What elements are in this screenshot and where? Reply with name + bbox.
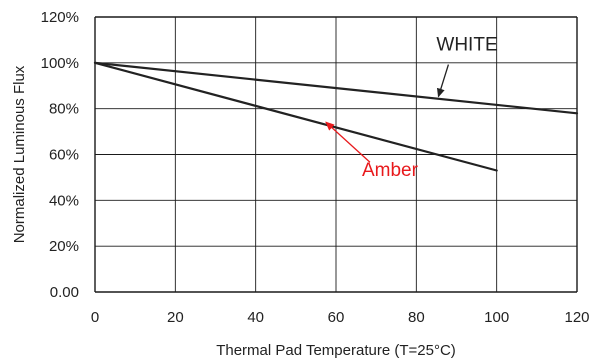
annotation-arrow-white [436,64,450,98]
series-line-white [93,61,579,115]
y-tick-label: 120% [41,9,79,26]
x-tick-label: 80 [408,309,425,326]
y-tick-label: 0.00 [50,284,79,301]
x-tick-labels: 0 20 40 60 80 100 120 [91,309,590,326]
y-tick-label: 80% [49,101,79,118]
annotation-label-white: WHITE [436,35,497,56]
x-axis-label: Thermal Pad Temperature (T=25°C) [216,342,456,359]
grid [94,16,578,293]
x-tick-label: 40 [247,309,264,326]
annotation-label-amber: Amber [362,160,419,181]
annotation-arrow-amber [325,121,371,163]
series-group [93,61,579,172]
x-tick-label: 120 [564,309,589,326]
y-tick-label: 100% [41,55,79,72]
y-tick-label: 40% [49,192,79,209]
series-line-amber [93,61,498,172]
y-tick-label: 60% [49,147,79,164]
x-tick-label: 20 [167,309,184,326]
y-axis-label: Normalized Luminous Flux [11,65,28,243]
x-tick-label: 0 [91,309,99,326]
x-tick-label: 100 [484,309,509,326]
y-tick-label: 20% [49,238,79,255]
x-tick-label: 60 [328,309,345,326]
annotations: WHITE Amber [325,35,498,181]
y-tick-labels: 0.00 20% 40% 60% 80% 100% 120% [41,9,79,301]
